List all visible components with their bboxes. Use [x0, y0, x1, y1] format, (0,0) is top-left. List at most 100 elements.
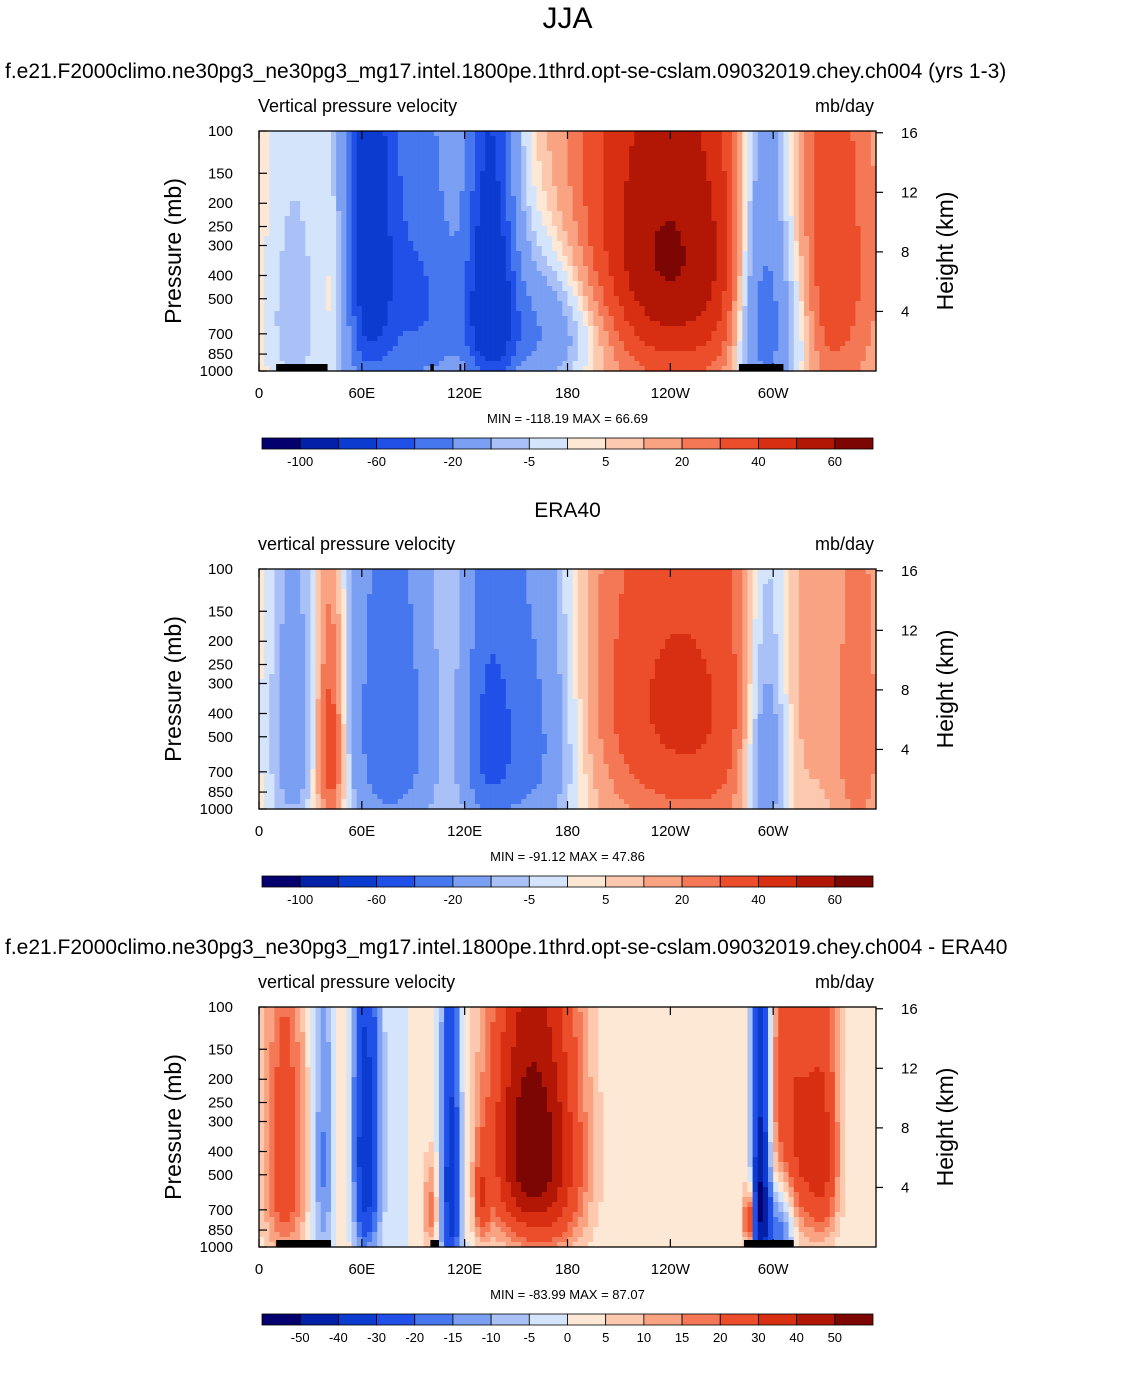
field-cell [433, 131, 440, 137]
field-cell [639, 281, 646, 287]
field-cell [274, 156, 281, 162]
field-cell [521, 271, 527, 277]
field-cell [685, 136, 692, 142]
field-cell [305, 301, 312, 307]
field-cell [603, 286, 610, 292]
field-cell [608, 161, 615, 167]
field-cell [474, 316, 481, 322]
field-cell [865, 216, 872, 222]
field-cell [531, 201, 538, 207]
field-cell [654, 256, 661, 262]
field-cell [521, 326, 527, 332]
field-cell [366, 331, 373, 337]
field-cell [259, 266, 265, 272]
field-cell [588, 311, 594, 317]
field-cell [438, 171, 445, 177]
field-cell [361, 166, 368, 172]
field-cell [732, 166, 738, 172]
field-cell [608, 236, 615, 242]
field-cell [294, 191, 301, 197]
field-cell [541, 186, 548, 192]
field-cell [618, 291, 625, 297]
field-cell [654, 286, 661, 292]
field-cell [408, 296, 414, 302]
field-cell [449, 161, 455, 167]
field-cell [788, 256, 795, 262]
field-cell [860, 306, 867, 312]
field-cell [706, 201, 713, 207]
field-cell [289, 251, 296, 257]
field-cell [428, 226, 435, 232]
field-cell [819, 281, 826, 287]
field-cell [500, 236, 507, 242]
field-cell [598, 171, 605, 177]
field-cell [341, 176, 348, 182]
field-cell [336, 246, 342, 252]
field-cell [711, 191, 718, 197]
field-cell [320, 251, 327, 257]
field-cell [660, 166, 666, 172]
field-cell [665, 216, 671, 222]
field-cell [562, 316, 569, 322]
field-cell [768, 326, 774, 332]
field-cell [577, 216, 584, 222]
field-cell [865, 181, 872, 187]
field-cell [665, 281, 671, 287]
field-cell [259, 226, 265, 232]
field-cell [464, 216, 471, 222]
field-cell [613, 206, 620, 212]
field-cell [274, 281, 281, 287]
field-cell [783, 201, 790, 207]
field-cell [752, 131, 759, 137]
field-cell [711, 261, 718, 267]
field-cell [480, 236, 486, 242]
field-cell [264, 156, 270, 162]
field-cell [552, 261, 558, 267]
field-cell [762, 241, 769, 247]
field-cell [490, 326, 497, 332]
field-cell [274, 256, 281, 262]
field-cell [711, 246, 718, 252]
field-cell [397, 161, 404, 167]
field-cell [382, 316, 389, 322]
field-cell [572, 271, 579, 277]
field-cell [716, 311, 723, 317]
field-cell [516, 306, 522, 312]
field-cell [259, 136, 265, 142]
field-cell [865, 201, 872, 207]
field-cell [798, 186, 805, 192]
field-cell [464, 131, 471, 137]
field-cell [418, 241, 425, 247]
field-cell [269, 161, 276, 167]
field-cell [516, 281, 522, 287]
field-cell [433, 146, 440, 152]
field-cell [387, 186, 394, 192]
field-cell [382, 326, 389, 332]
field-cell [366, 206, 373, 212]
field-cell [865, 251, 872, 257]
field-cell [567, 286, 574, 292]
field-cell [778, 186, 785, 192]
field-cell [392, 236, 399, 242]
field-cell [495, 301, 502, 307]
field-cell [474, 251, 481, 257]
field-cell [603, 206, 610, 212]
field-cell [618, 276, 625, 282]
field-cell [418, 321, 425, 327]
field-cell [284, 271, 291, 277]
field-cell [485, 236, 491, 242]
field-cell [629, 236, 635, 242]
field-cell [860, 161, 867, 167]
field-cell [259, 141, 265, 147]
field-cell [320, 301, 327, 307]
field-cell [454, 211, 461, 217]
field-cell [423, 146, 430, 152]
field-cell [840, 301, 846, 307]
field-cell [474, 136, 481, 142]
field-cell [768, 161, 774, 167]
field-cell [696, 216, 702, 222]
field-cell [798, 171, 805, 177]
field-cell [294, 231, 301, 237]
field-cell [320, 206, 327, 212]
field-cell [423, 226, 430, 232]
